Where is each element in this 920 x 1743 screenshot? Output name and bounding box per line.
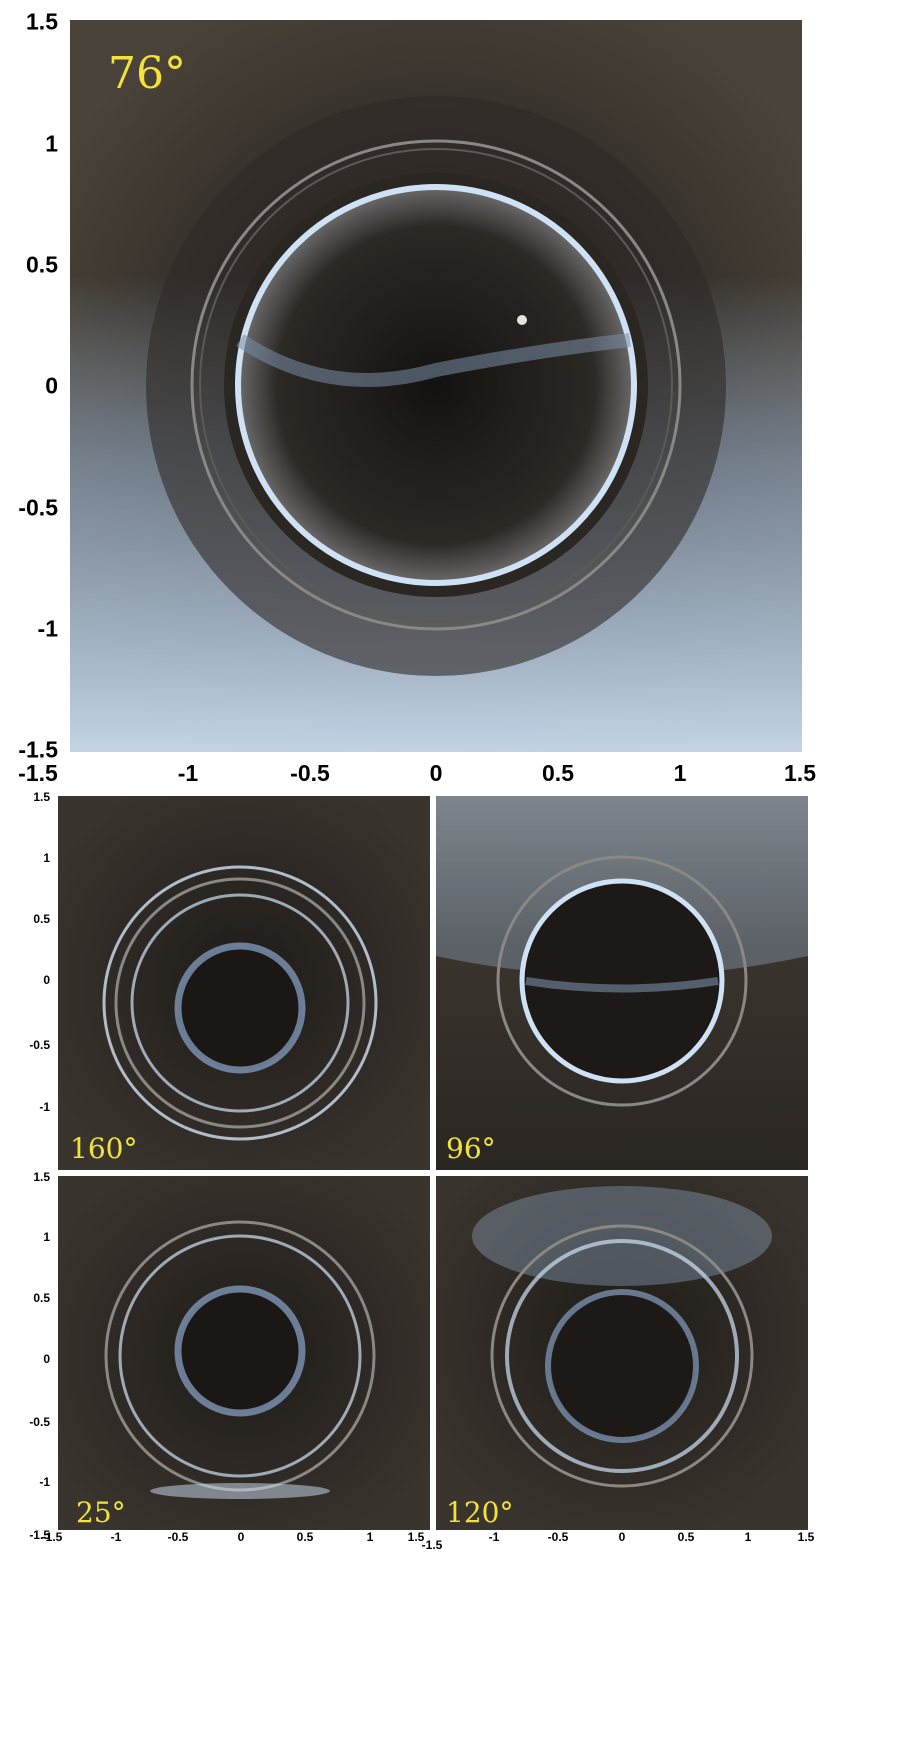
panel-160-image xyxy=(58,796,430,1170)
main-y-tick: 0 xyxy=(45,372,58,399)
main-x-tick: 1 xyxy=(673,760,687,786)
small-y-tick: -1.5 xyxy=(29,1528,50,1542)
small-x-tick: 1.5 xyxy=(797,1530,815,1544)
small-y-tick: 1.5 xyxy=(33,790,50,804)
small-x-tick: -1.5 xyxy=(41,1530,63,1544)
main-x-tick: -1 xyxy=(177,760,199,786)
main-y-tick: -1 xyxy=(37,615,58,642)
panel-25-image xyxy=(58,1176,430,1530)
main-x-tick: 1.5 xyxy=(784,760,816,786)
small-y-tick: 0.5 xyxy=(33,912,50,926)
main-y-tick: -1.5 xyxy=(18,736,58,763)
small-x-tick: -0.5 xyxy=(167,1530,189,1544)
small-y-tick: 1.5 xyxy=(33,1170,50,1184)
main-angle-label: 76° xyxy=(108,48,186,99)
small-x-tick: -1.5 xyxy=(421,1538,443,1552)
panel-96-angle-label: 96° xyxy=(446,1132,496,1165)
main-x-tick: -0.5 xyxy=(290,760,330,786)
small-x-tick: 0.5 xyxy=(296,1530,314,1544)
small-x-tick: 1 xyxy=(744,1530,752,1544)
main-y-tick: 1.5 xyxy=(26,8,58,35)
small-x-tick: -1 xyxy=(488,1530,500,1544)
small-y-tick: -0.5 xyxy=(29,1415,50,1429)
small-x-tick: -0.5 xyxy=(547,1530,569,1544)
small-y-tick: 1 xyxy=(43,1230,50,1244)
main-x-tick: -1.5 xyxy=(18,760,58,786)
small-y-tick: -0.5 xyxy=(29,1038,50,1052)
panel-120-image xyxy=(436,1176,808,1530)
small-x-tick: 1.5 xyxy=(407,1530,425,1544)
small-y-tick: -1 xyxy=(39,1100,50,1114)
main-x-tick: 0.5 xyxy=(542,760,574,786)
main-y-tick: -0.5 xyxy=(18,494,58,521)
small-y-tick: 0 xyxy=(43,1352,50,1366)
small-x-tick: 0.5 xyxy=(677,1530,695,1544)
small-y-tick: 1 xyxy=(43,851,50,865)
small-y-tick: -1 xyxy=(39,1475,50,1489)
small-y-tick: 0.5 xyxy=(33,1291,50,1305)
main-simulation-image xyxy=(70,20,802,752)
small-x-tick: 1 xyxy=(366,1530,374,1544)
main-y-tick: 0.5 xyxy=(26,251,58,278)
small-y-tick: 0 xyxy=(43,973,50,987)
main-x-tick: 0 xyxy=(429,760,443,786)
small-x-tick: 0 xyxy=(618,1530,626,1544)
small-x-tick: -1 xyxy=(110,1530,122,1544)
panel-160-angle-label: 160° xyxy=(70,1132,138,1165)
main-y-tick: 1 xyxy=(45,130,58,157)
panel-120-angle-label: 120° xyxy=(446,1496,514,1529)
panel-25-angle-label: 25° xyxy=(76,1496,126,1529)
panel-96-image xyxy=(436,796,808,1170)
small-x-tick: 0 xyxy=(237,1530,245,1544)
